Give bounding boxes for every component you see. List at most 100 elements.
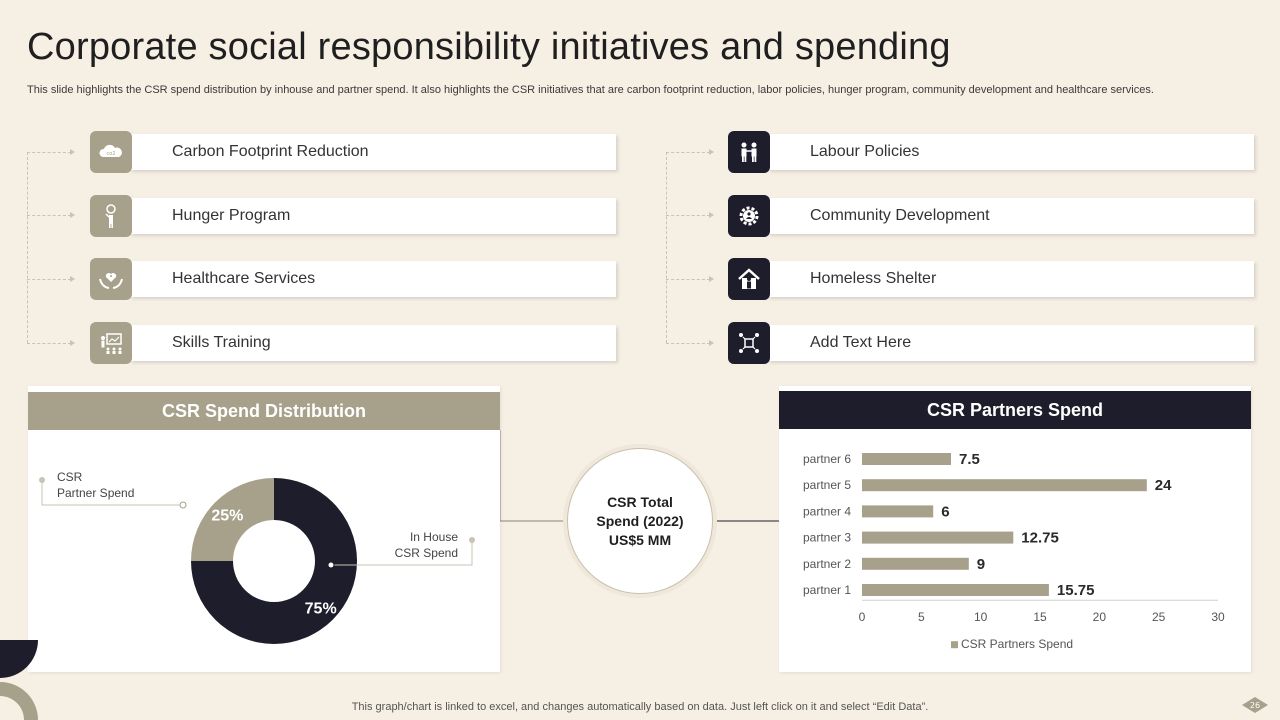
callout-label: Partner Spend: [57, 486, 134, 500]
slice-value-label: 75%: [305, 601, 337, 618]
left-connector-branch: [27, 343, 71, 344]
csr-spend-distribution-panel: CSR Spend Distribution 25% 75% CSR Partner …: [28, 386, 500, 672]
initiative-bar: Skills Training: [130, 325, 616, 361]
panel-title: CSR Partners Spend: [779, 391, 1251, 429]
connector-arrow: [709, 212, 714, 218]
x-tick-label: 30: [1211, 610, 1225, 624]
initiative-label: Skills Training: [172, 334, 271, 351]
x-tick-label: 25: [1152, 610, 1166, 624]
initiative-add-text: Add Text Here: [728, 322, 1254, 366]
callout-line: [331, 540, 473, 566]
food-person-icon: [90, 195, 132, 237]
connector-arrow: [709, 340, 714, 346]
bar-value-label: 12.75: [1021, 530, 1059, 547]
bar: [862, 531, 1014, 544]
initiative-bar: Community Development: [768, 198, 1254, 234]
bar-chart-title: CSR Partners Spend: [926, 400, 1104, 420]
slice-value-label: 25%: [211, 507, 243, 524]
bar-value-label: 15.75: [1057, 582, 1095, 599]
connector-arrow: [70, 149, 75, 155]
initiative-label: Carbon Footprint Reduction: [172, 143, 369, 160]
donut-title: CSR Spend Distribution: [162, 401, 366, 421]
bar: [862, 453, 951, 465]
page-number: 26: [1250, 701, 1260, 710]
training-board-icon: [90, 322, 132, 364]
connector-arrow: [70, 212, 75, 218]
category-label: partner 2: [803, 557, 851, 571]
callout-dot: [469, 537, 475, 543]
callout-dot: [39, 477, 45, 483]
callout-label: CSR Spend: [395, 546, 458, 560]
initiative-carbon-footprint: Carbon Footprint Reduction co2: [90, 131, 616, 175]
connector-arrow: [70, 276, 75, 282]
bar: [862, 557, 969, 570]
x-tick-label: 10: [974, 610, 988, 624]
bar-value-label: 7.5: [959, 451, 980, 468]
callout-line: [41, 480, 183, 506]
initiative-label: Community Development: [810, 207, 990, 224]
donut-chart: 25% 75% CSR Partner Spend In House CSR Spend: [39, 470, 475, 644]
initiative-label: Labour Policies: [810, 143, 920, 160]
slide-title: Corporate social responsibility initiati…: [27, 26, 951, 68]
initiative-homeless-shelter: Homeless Shelter: [728, 258, 1254, 302]
connector-arrow: [709, 149, 714, 155]
initiative-label: Homeless Shelter: [810, 270, 937, 287]
category-label: partner 5: [803, 478, 851, 492]
initiative-label: Healthcare Services: [172, 270, 316, 287]
footer-note: This graph/chart is linked to excel, and…: [351, 701, 929, 713]
right-connector-branch: [666, 215, 710, 216]
connector-arrow: [70, 340, 75, 346]
x-tick-label: 0: [859, 610, 866, 624]
right-connector-branch: [666, 279, 710, 280]
initiative-healthcare: Healthcare Services: [90, 258, 616, 302]
svg-text:co2: co2: [107, 151, 116, 157]
left-connector-branch: [27, 152, 71, 153]
house-person-icon: [728, 258, 770, 300]
legend-label: CSR Partners Spend: [961, 637, 1073, 651]
left-connector-branch: [27, 215, 71, 216]
initiative-hunger-program: Hunger Program: [90, 195, 616, 239]
bar-value-label: 6: [941, 503, 949, 520]
category-label: partner 4: [803, 504, 851, 518]
callout-dot: [179, 501, 187, 509]
category-label: partner 6: [803, 452, 851, 466]
x-tick-label: 20: [1093, 610, 1107, 624]
total-line-2: Spend (2022): [596, 512, 684, 529]
connector-arrow: [709, 276, 714, 282]
initiative-bar: Labour Policies: [768, 134, 1254, 170]
panel-title: CSR Spend Distribution: [28, 392, 500, 430]
initiative-skills-training: Skills Training: [90, 322, 616, 366]
right-connector-branch: [666, 343, 710, 344]
right-connector-line: [666, 152, 667, 343]
x-tick-label: 5: [918, 610, 925, 624]
right-connector-branch: [666, 152, 710, 153]
bar: [862, 479, 1147, 492]
donut-slice: [191, 478, 274, 561]
total-spend-circle: CSR Total Spend (2022) US$5 MM: [567, 448, 713, 594]
workers-icon: [728, 131, 770, 173]
callout-label: CSR: [57, 470, 83, 484]
legend-swatch: [951, 641, 958, 649]
callout-label: In House: [410, 530, 458, 544]
initiative-community-development: Community Development: [728, 195, 1254, 239]
category-label: partner 1: [803, 583, 851, 597]
initiative-bar: Healthcare Services: [130, 261, 616, 297]
page-number-badge: 26: [1242, 697, 1268, 713]
initiative-label: Hunger Program: [172, 207, 291, 224]
x-tick-label: 15: [1033, 610, 1047, 624]
left-connector-line: [27, 152, 28, 343]
total-line-3: US$5 MM: [608, 531, 672, 548]
bar: [862, 505, 934, 518]
initiative-bar: Add Text Here: [768, 325, 1254, 361]
donut-slice: [191, 478, 357, 644]
initiative-label: Add Text Here: [810, 334, 912, 351]
bar-value-label: 9: [977, 556, 985, 573]
network-icon: [728, 322, 770, 364]
bar-value-label: 24: [1155, 477, 1172, 494]
bar-chart: partner 1 15.75 partner 2 9 partner 3 12.75 pa…: [803, 451, 1225, 651]
total-line-1: CSR Total: [607, 493, 673, 510]
bar: [862, 584, 1049, 596]
cloud-co2-icon: co2: [90, 131, 132, 173]
initiative-bar: Hunger Program: [130, 198, 616, 234]
category-label: partner 3: [803, 531, 851, 545]
